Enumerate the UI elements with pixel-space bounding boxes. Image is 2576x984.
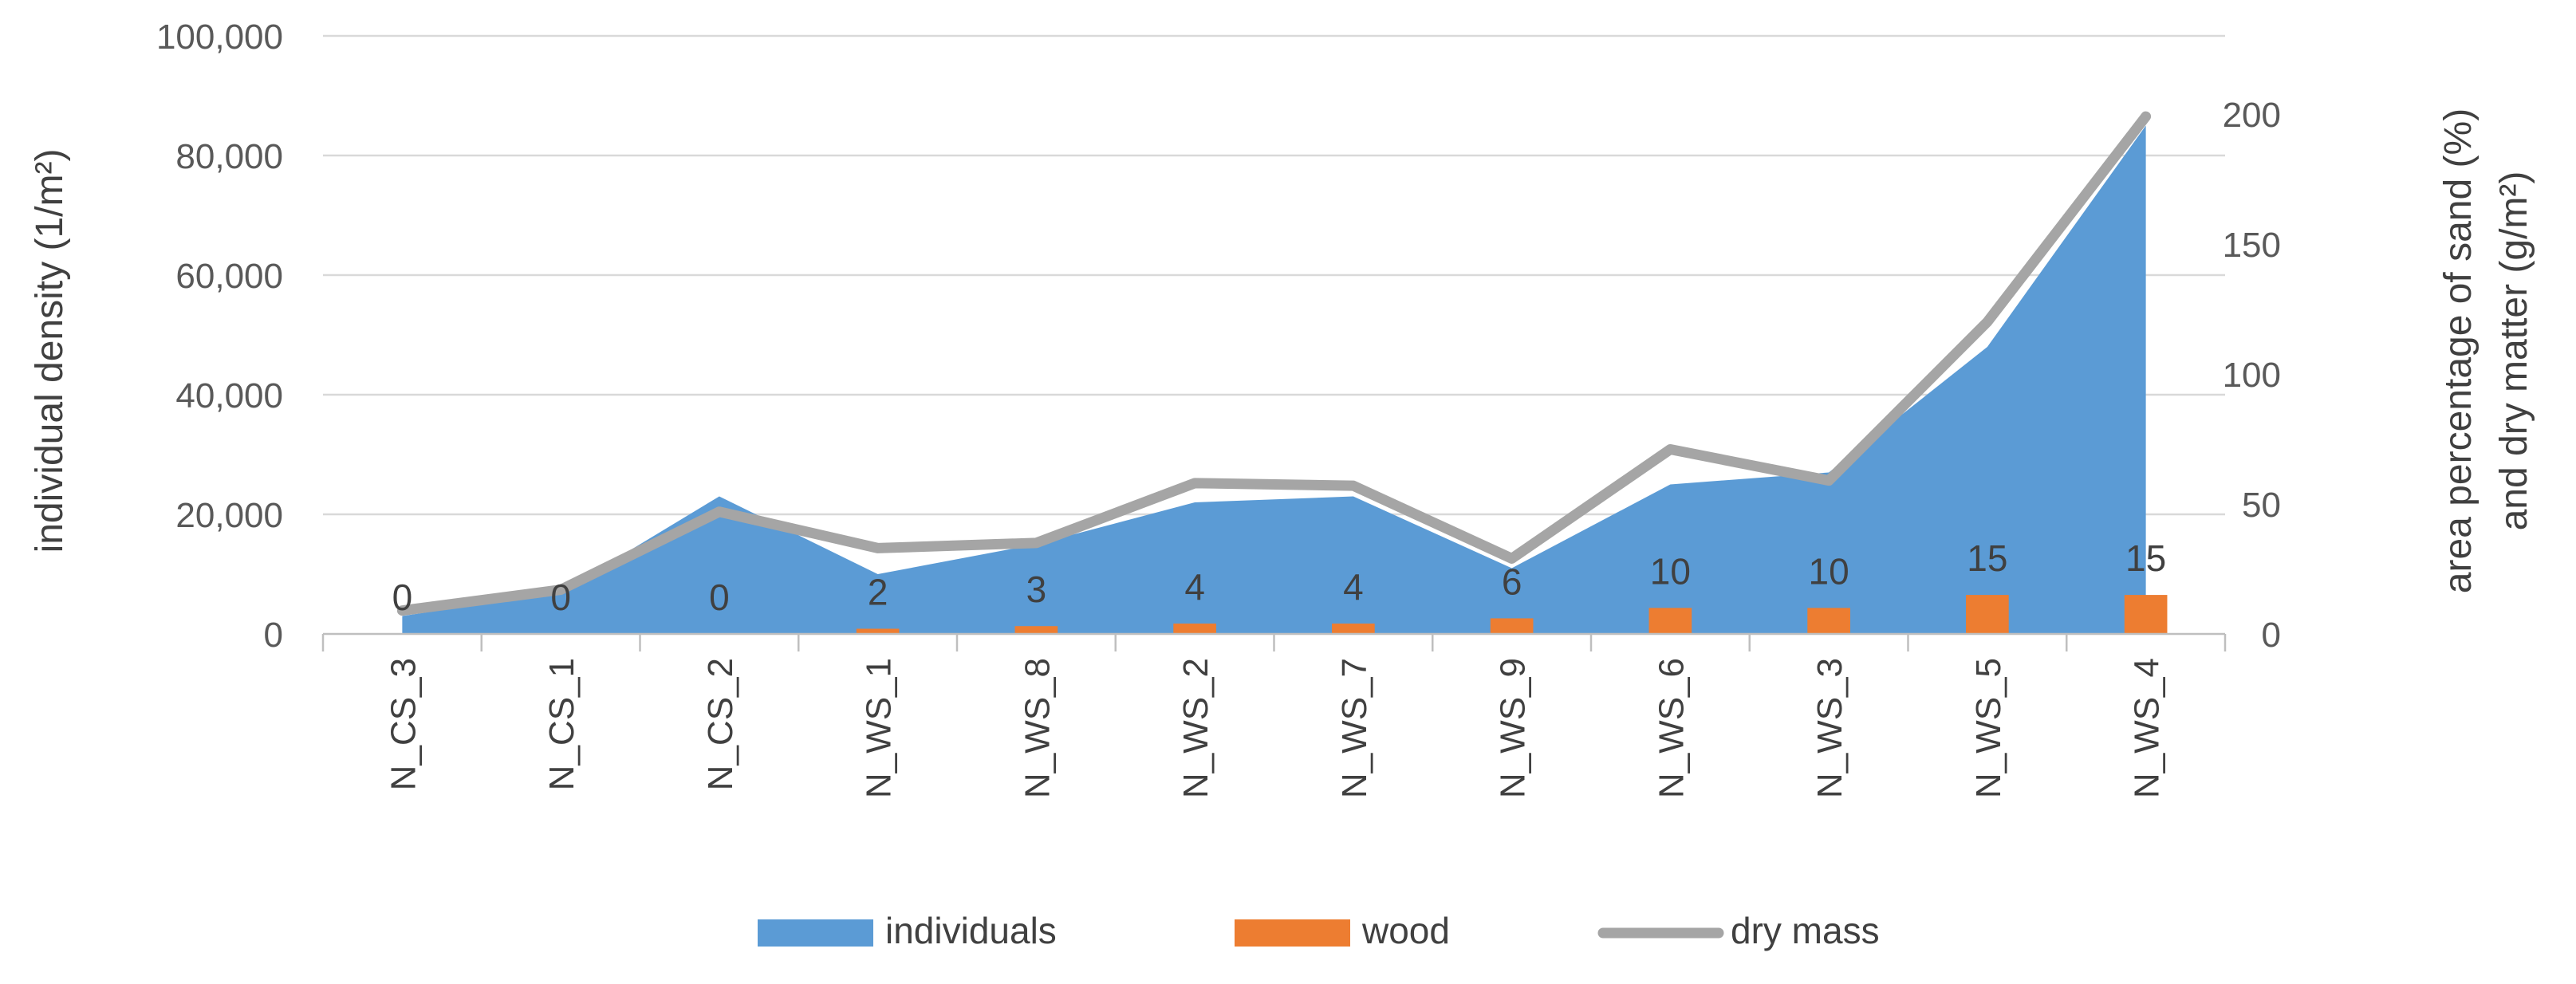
wood-data-label: 6 xyxy=(1502,561,1522,602)
wood-data-label: 10 xyxy=(1809,550,1849,592)
legend: individuals wood dry mass xyxy=(758,910,1880,951)
y-left-tick-label: 40,000 xyxy=(175,376,283,415)
y-left-axis-title: individual density (1/m²) xyxy=(29,149,71,553)
individuals-area-layer xyxy=(402,125,2146,634)
x-category-label: N_WS_1 xyxy=(860,658,899,798)
legend-swatch-wood xyxy=(1235,919,1350,947)
y-left-tick-label: 100,000 xyxy=(156,18,283,57)
wood-bar xyxy=(1332,623,1375,634)
x-category-label: N_WS_4 xyxy=(2128,658,2167,798)
wood-bar xyxy=(1490,618,1534,634)
x-category-label: N_CS_3 xyxy=(384,658,423,790)
wood-bar xyxy=(1807,608,1850,634)
y-left-tick-label: 20,000 xyxy=(175,496,283,535)
x-category-label: N_WS_5 xyxy=(1969,658,2008,798)
wood-data-label: 10 xyxy=(1650,550,1691,592)
wood-data-label: 0 xyxy=(709,577,730,618)
dry-mass-line-layer xyxy=(396,111,2152,616)
wood-data-label: 15 xyxy=(1967,537,2007,579)
wood-bar xyxy=(1648,608,1692,634)
x-category-label: N_WS_2 xyxy=(1176,658,1215,798)
y-right-tick-label: 100 xyxy=(2223,356,2281,395)
y-left-tick-label: 80,000 xyxy=(175,137,283,176)
y-left-tick-label: 0 xyxy=(264,616,283,655)
x-category-label: N_WS_9 xyxy=(1494,658,1533,798)
y-right-axis-title-line1: area percentage of sand (%) xyxy=(2437,108,2479,593)
individuals-area xyxy=(402,125,2146,634)
y-right-tick-label: 0 xyxy=(2262,616,2281,655)
wood-data-label: 4 xyxy=(1184,566,1205,608)
y-right-tick-label: 150 xyxy=(2223,226,2281,265)
wood-bar xyxy=(856,628,900,634)
wood-bar xyxy=(1966,595,2009,634)
legend-label-individuals: individuals xyxy=(885,910,1057,951)
wood-bar xyxy=(2124,595,2168,634)
legend-label-dry-mass: dry mass xyxy=(1731,910,1880,951)
wood-bar-layer xyxy=(856,595,2168,634)
wood-data-label: 0 xyxy=(550,577,571,618)
y-right-tick-label: 200 xyxy=(2223,96,2281,135)
axis-layer: 020,00040,00060,00080,000100,00005010015… xyxy=(29,18,2535,798)
x-category-label: N_CS_2 xyxy=(701,658,740,790)
y-right-tick-label: 50 xyxy=(2242,486,2281,525)
legend-swatch-individuals xyxy=(758,919,873,947)
y-left-tick-label: 60,000 xyxy=(175,257,283,296)
x-category-label: N_CS_1 xyxy=(542,658,581,790)
wood-bar xyxy=(1173,623,1216,634)
wood-data-label: 15 xyxy=(2125,537,2166,579)
wood-data-label: 4 xyxy=(1343,566,1364,608)
x-category-label: N_WS_7 xyxy=(1335,658,1374,798)
wood-bar xyxy=(1014,626,1058,634)
wood-data-label: 2 xyxy=(868,571,888,612)
x-category-label: N_WS_6 xyxy=(1652,658,1691,798)
data-label-layer: 0 0 0 2 3 4 4 6 10 10 15 15 xyxy=(392,537,2167,618)
legend-label-wood: wood xyxy=(1361,910,1450,951)
wood-data-label: 3 xyxy=(1026,569,1047,610)
wood-data-label: 0 xyxy=(392,577,413,618)
y-right-axis-title-line2: and dry matter (g/m²) xyxy=(2493,171,2535,531)
x-category-label: N_WS_3 xyxy=(1810,658,1849,798)
x-category-label: N_WS_8 xyxy=(1018,658,1057,798)
dry-mass-line xyxy=(396,111,2152,616)
